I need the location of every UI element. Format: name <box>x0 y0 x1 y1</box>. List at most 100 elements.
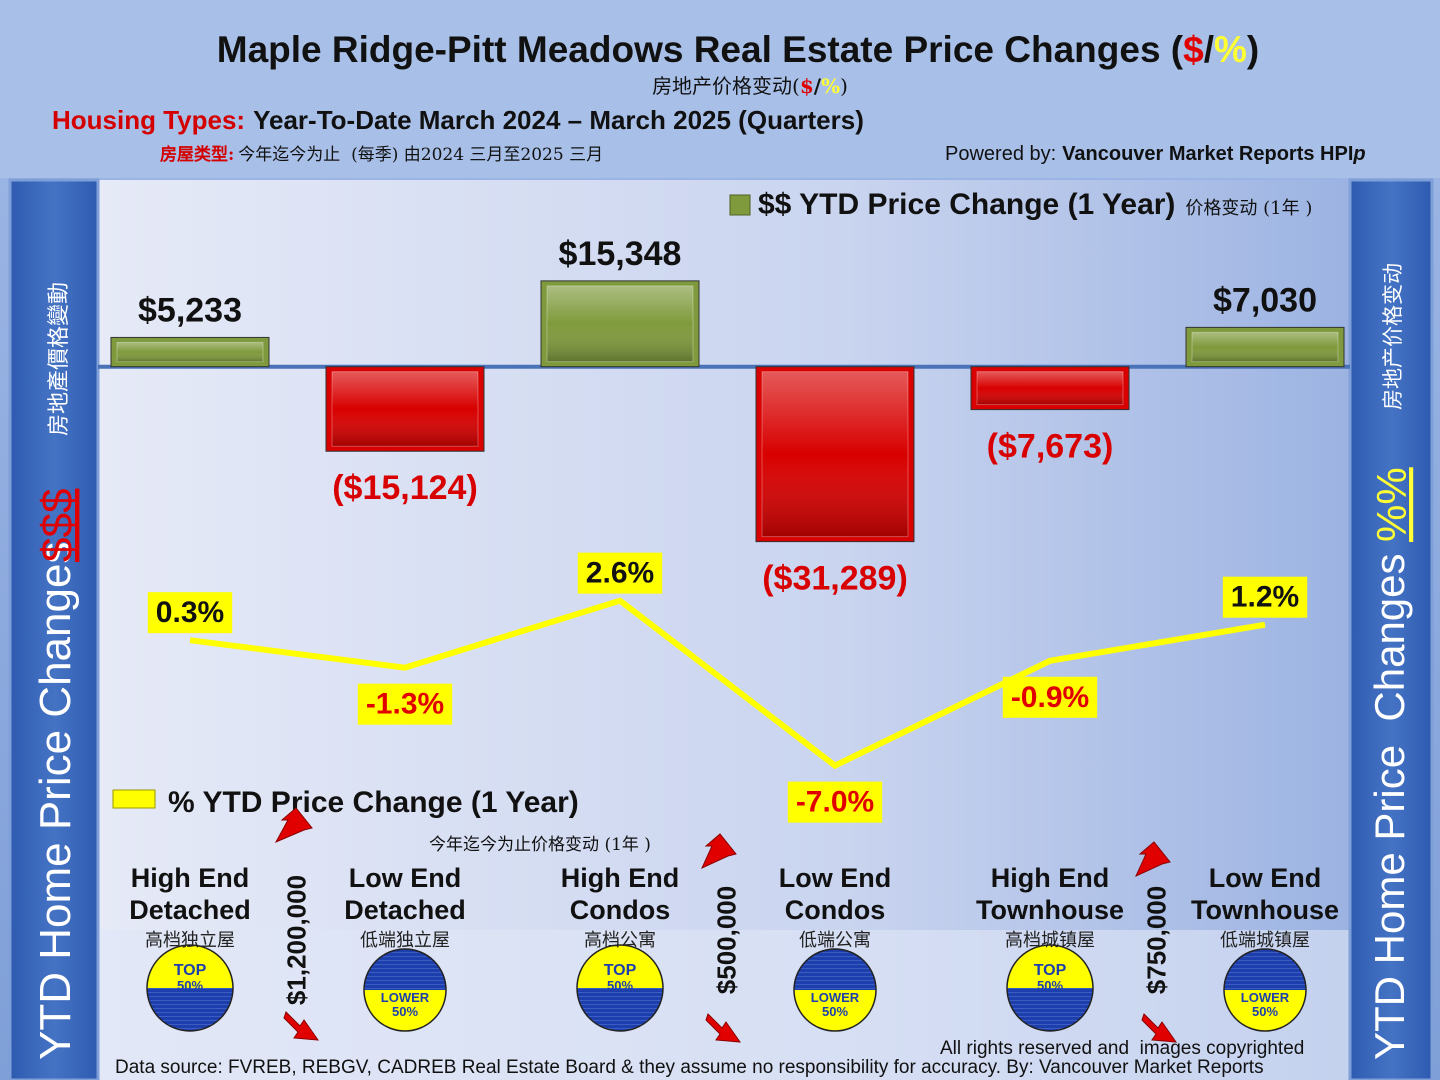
category-label-zh: 高档公寓 <box>584 930 656 951</box>
title-percent: % <box>1214 29 1247 70</box>
arrow <box>274 807 313 844</box>
arrow <box>1141 1013 1178 1043</box>
line-value-label-group: -1.3% <box>357 683 453 725</box>
powered-by-suffix: p <box>1352 143 1365 165</box>
badge-text: 50% <box>822 1004 848 1019</box>
line-value-label: -7.0% <box>796 786 874 819</box>
right-panel-title-zh: 房地产价格变动 <box>1381 263 1405 410</box>
bar-value-label: $15,348 <box>559 235 682 273</box>
bar-bevel <box>761 371 909 538</box>
housing-types-zh: 房屋类型: 今年迄今为止 (每季) 由2024 三月至2025 三月 <box>160 144 603 165</box>
housing-types-label: Housing Types: <box>52 105 245 135</box>
line-value-label: -0.9% <box>1011 681 1089 714</box>
line-value-label-group: 0.3% <box>147 592 233 634</box>
legend-bar-name: $$ YTD Price Change (1 Year) <box>758 188 1175 221</box>
bar-bevel <box>1191 331 1339 363</box>
line-value-label-box <box>147 592 233 634</box>
title-dollar: $ <box>1183 29 1204 70</box>
line-value-label-group: -7.0% <box>787 781 883 823</box>
bar-bevel <box>331 371 479 447</box>
badge-text: TOP <box>174 962 207 979</box>
legend-bar-name-zh: 价格变动 (1年 ) <box>1185 198 1312 219</box>
chart-title: Maple Ridge-Pitt Meadows Real Estate Pri… <box>217 29 1259 70</box>
lower-band <box>98 930 1350 1080</box>
housing-types: Housing Types: Year-To-Date March 2024 – … <box>52 105 864 135</box>
subtitle-zh: 房地产价格变动($/%) <box>652 74 848 98</box>
legend-line-marker <box>112 789 156 809</box>
line-value-label-box <box>1002 676 1098 718</box>
price-threshold: $500,000 <box>712 886 742 994</box>
arrow <box>1134 841 1171 878</box>
category-label: Low End Townhouse <box>1191 863 1339 925</box>
category-label: High End Townhouse <box>976 863 1124 925</box>
subtitle-close: ) <box>840 74 848 98</box>
arrow <box>283 1011 320 1041</box>
badge-outline <box>146 944 234 1032</box>
category-label-zh: 高档城镇屋 <box>1005 930 1095 951</box>
bar-bevel <box>546 285 694 363</box>
badge-text: LOWER <box>381 990 430 1005</box>
legend-line-label: % YTD Price Change (1 Year) <box>168 786 579 819</box>
category-label-zh: 低端城镇屋 <box>1220 930 1310 951</box>
badge-text: 50% <box>1037 978 1063 993</box>
subtitle-text: 房地产价格变动( <box>652 74 800 98</box>
bar-value-label: ($7,673) <box>987 428 1114 466</box>
line <box>189 597 1266 770</box>
price-threshold: $750,000 <box>1142 886 1172 994</box>
bar-bevel <box>116 341 264 363</box>
title-text: Maple Ridge-Pitt Meadows Real Estate Pri… <box>217 29 1184 70</box>
powered-by-source: Vancouver Market Reports HPI <box>1062 143 1353 165</box>
subtitle-dollar: $ <box>800 74 814 98</box>
powered-by-label: Powered by: <box>945 143 1056 165</box>
line-value-label: 1.2% <box>1231 581 1299 614</box>
bar-value-label: $7,030 <box>1213 281 1317 319</box>
bar-value-label: $5,233 <box>138 291 242 329</box>
bar-value-label: ($31,289) <box>762 560 908 598</box>
housing-types-label-zh: 房屋类型: <box>160 144 234 165</box>
badge-text: 50% <box>607 978 633 993</box>
badge-text: 50% <box>1252 1004 1278 1019</box>
category-label: Low End Detached <box>344 863 466 925</box>
legend-bar-label: $$ YTD Price Change (1 Year) 价格变动 (1年 ) <box>758 188 1312 221</box>
category-label: High End Condos <box>560 863 680 925</box>
badge-text: TOP <box>604 962 637 979</box>
line-value-label-box <box>1222 576 1308 618</box>
badge-outline <box>1006 944 1094 1032</box>
left-panel-title-zh: 房地產價格變動 <box>47 282 72 436</box>
badge-text: 50% <box>392 1004 418 1019</box>
line-value-label-box <box>787 781 883 823</box>
category-label-zh: 高档独立屋 <box>145 930 235 951</box>
badge-text: 50% <box>177 978 203 993</box>
bar-bevel <box>976 371 1124 406</box>
line-value-label: 0.3% <box>156 596 224 629</box>
badge-outline <box>576 944 664 1032</box>
header-band <box>0 0 1440 178</box>
bar-value-label: ($15,124) <box>332 469 478 507</box>
arrows <box>274 807 1178 1043</box>
category-label-zh: 低端独立屋 <box>360 930 450 951</box>
line-value-label: -1.3% <box>366 688 444 721</box>
title-close: ) <box>1247 29 1259 70</box>
badge-outline <box>1223 948 1307 1032</box>
line-value-label: 2.6% <box>586 557 654 590</box>
footer-source: Data source: FVREB, REBGV, CADREB Real E… <box>115 1057 1264 1078</box>
legend-bar-marker <box>729 194 751 216</box>
category-label: High End Detached <box>129 863 251 925</box>
arrow <box>705 1013 742 1043</box>
category-label-zh: 低端公寓 <box>799 930 871 951</box>
subtitle-slash: / <box>814 74 822 98</box>
badge-text: LOWER <box>811 990 860 1005</box>
housing-types-text: Year-To-Date March 2024 – March 2025 (Qu… <box>253 105 864 135</box>
badge-outline <box>363 948 447 1032</box>
footer-rights: All rights reserved and images copyright… <box>940 1038 1304 1059</box>
category-label: Low End Condos <box>778 863 892 925</box>
powered-by: Powered by: Vancouver Market Reports HPIp <box>945 143 1366 165</box>
left-panel <box>8 178 100 1080</box>
line-value-label-group: 1.2% <box>1222 576 1308 618</box>
badge-text: LOWER <box>1241 990 1290 1005</box>
badge-outline <box>793 948 877 1032</box>
right-panel-title: YTD Home Price Changes <box>1366 553 1413 1060</box>
title-slash: / <box>1204 29 1214 70</box>
arrow <box>700 833 737 870</box>
